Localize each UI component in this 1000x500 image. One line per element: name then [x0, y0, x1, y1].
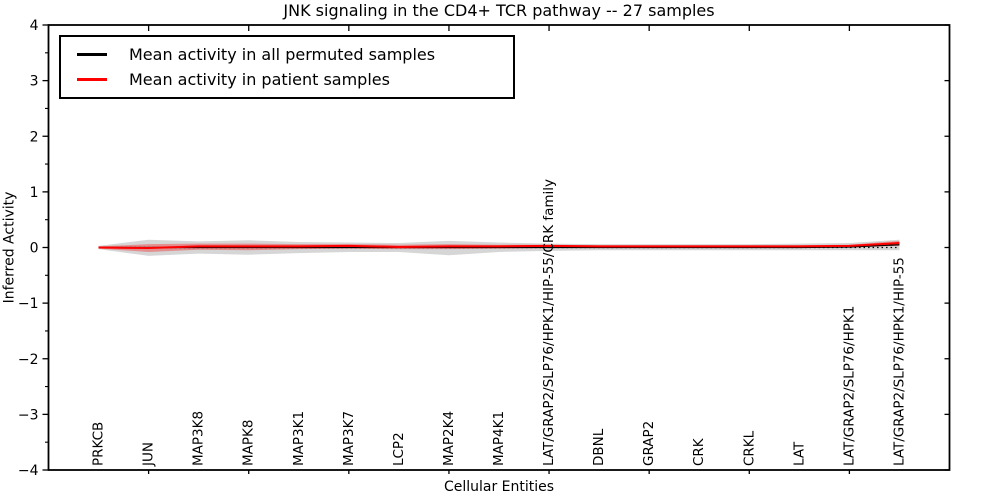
- y-tick-label: 3: [30, 74, 39, 90]
- x-tick-label: LAT: [791, 441, 807, 466]
- y-tick-label: 1: [30, 185, 39, 201]
- x-tick-label: CRK: [691, 437, 707, 466]
- x-tick-label: DBNL: [591, 428, 607, 466]
- x-tick-label: MAPK8: [241, 420, 257, 466]
- y-tick-label: 2: [30, 129, 39, 145]
- permuted-mean-line: [98, 244, 900, 249]
- x-axis-label: Cellular Entities: [443, 479, 555, 495]
- x-tick-label: MAP3K8: [191, 411, 207, 466]
- x-tick-label: PRKCB: [91, 422, 107, 466]
- x-tick-label: MAP3K1: [291, 411, 307, 466]
- y-tick-label: −3: [18, 407, 39, 423]
- patient-line-swatch: [77, 78, 107, 81]
- x-tick-label: JUN: [141, 442, 157, 467]
- legend-label-permuted: Mean activity in all permuted samples: [129, 45, 436, 64]
- x-tick-label: LCP2: [391, 432, 407, 466]
- x-tick-label: LAT/GRAP2/SLP76/HPK1/HIP-55: [891, 257, 907, 466]
- x-tick-label: GRAP2: [641, 421, 657, 466]
- x-tick-labels: PRKCB JUN MAP3K8 MAPK8 MAP3K1 MAP3K7 LCP2 MAP2K…: [91, 179, 908, 467]
- chart-title: JNK signaling in the CD4+ TCR pathway --…: [283, 1, 715, 20]
- x-tick-label: CRKL: [741, 430, 757, 466]
- y-tick-label: 0: [30, 241, 39, 257]
- legend-item-permuted: Mean activity in all permuted samples: [61, 45, 513, 64]
- y-tick-label: 4: [30, 18, 39, 34]
- plot-border: [47, 24, 951, 471]
- x-tick-label: LAT/GRAP2/SLP76/HPK1: [841, 306, 857, 466]
- y-tick-label: −4: [18, 463, 39, 479]
- x-tick-label: MAP2K4: [441, 411, 457, 466]
- permuted-line-swatch: [77, 53, 107, 56]
- y-tick-label: −1: [18, 296, 39, 312]
- patient-mean-line: [98, 242, 900, 250]
- data-lines: [98, 242, 900, 250]
- x-tick-label: LAT/GRAP2/SLP76/HPK1/HIP-55/CRK family: [541, 179, 557, 466]
- x-tick-label: MAP4K1: [491, 411, 507, 466]
- y-tick-label: −2: [18, 352, 39, 368]
- legend-label-patient: Mean activity in patient samples: [129, 70, 390, 89]
- x-tick-label: MAP3K7: [341, 411, 357, 466]
- legend: Mean activity in all permuted samples Me…: [59, 35, 515, 99]
- y-tick-labels: 4 3 2 1 0 −1 −2 −3 −4: [18, 18, 39, 479]
- legend-item-patient: Mean activity in patient samples: [61, 70, 513, 89]
